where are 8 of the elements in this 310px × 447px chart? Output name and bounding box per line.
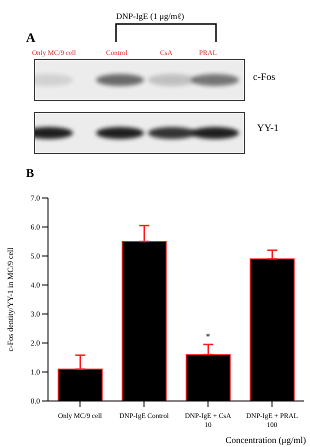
- text: YY-1: [257, 123, 279, 134]
- annotation: *: [206, 331, 211, 342]
- text: DNP-IgE (1 μg/mℓ): [116, 11, 184, 21]
- x-axis-title: Concentration (μg/ml): [225, 435, 306, 445]
- text: c-Fos: [253, 72, 276, 83]
- y-axis-title: c-Fos dentity/YY-1 in MC/9 cell: [6, 246, 15, 352]
- text: B: [26, 166, 34, 181]
- text: A: [26, 30, 36, 46]
